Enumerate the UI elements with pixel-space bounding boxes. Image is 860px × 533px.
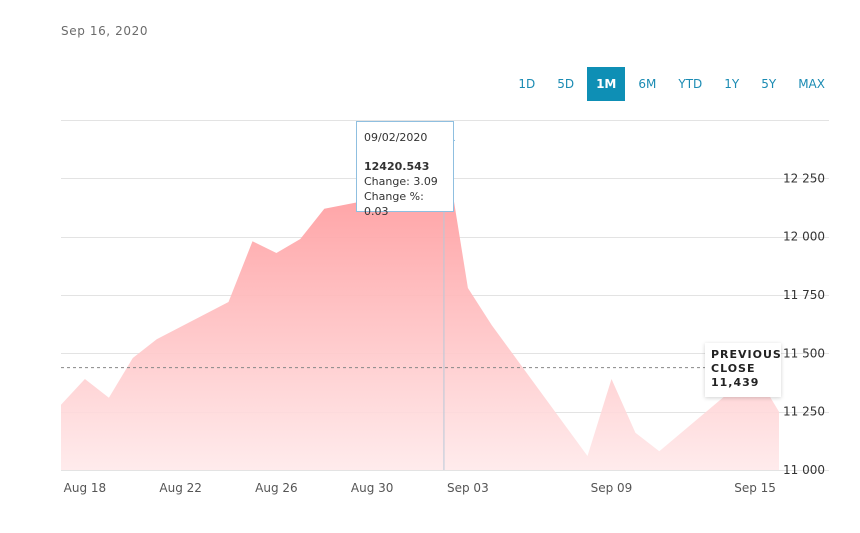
x-tick-label: Aug 26	[255, 481, 298, 495]
data-point	[155, 337, 159, 341]
previous-close-value: 11,439	[711, 376, 760, 389]
tooltip-date: 09/02/2020	[364, 131, 428, 144]
x-tick-label: Aug 22	[159, 481, 202, 495]
data-point	[657, 449, 661, 453]
y-tick-label: 12 250	[783, 171, 825, 185]
data-tooltip: 09/02/2020 12420.543 Change: 3.09 Change…	[356, 121, 454, 218]
range-selector: 1D 5D 1M 6M YTD 1Y 5Y MAX	[505, 67, 834, 101]
data-point	[322, 207, 326, 211]
data-point	[274, 251, 278, 255]
x-tick-label: Aug 30	[351, 481, 394, 495]
x-tick-label: Sep 15	[734, 481, 776, 495]
tooltip-change: Change: 3.09	[364, 175, 438, 188]
range-ytd-button[interactable]: YTD	[678, 77, 703, 91]
chart-date: Sep 16, 2020	[61, 24, 149, 38]
data-point	[227, 300, 231, 304]
range-max-button[interactable]: MAX	[798, 77, 825, 91]
tooltip-change-pct: Change %: 0.03	[364, 190, 424, 218]
data-point	[298, 237, 302, 241]
data-point	[131, 356, 135, 360]
range-5y-button[interactable]: 5Y	[761, 77, 777, 91]
previous-close-line2: CLOSE	[711, 362, 756, 375]
y-tick-label: 11 000	[783, 463, 825, 477]
data-point	[59, 403, 63, 407]
range-5d-button[interactable]: 5D	[557, 77, 575, 91]
x-tick-label: Sep 09	[591, 481, 633, 495]
y-tick-label: 11 250	[783, 405, 825, 419]
data-point	[490, 323, 494, 327]
x-tick-label: Sep 03	[447, 481, 489, 495]
price-area	[61, 138, 779, 470]
tooltip-price: 12420.543	[364, 160, 430, 173]
data-point	[610, 377, 614, 381]
range-1m-button[interactable]: 1M	[587, 67, 626, 101]
range-1y-button[interactable]: 1Y	[724, 77, 740, 91]
range-6m-button[interactable]: 6M	[638, 77, 657, 91]
x-tick-label: Aug 18	[64, 481, 107, 495]
previous-close-line1: PREVIOUS	[711, 348, 782, 361]
y-tick-label: 11 500	[783, 346, 825, 360]
data-point	[466, 286, 470, 290]
data-point	[777, 410, 781, 414]
range-1d-button[interactable]: 1D	[518, 77, 536, 91]
data-point	[83, 377, 87, 381]
previous-close-label: PREVIOUS CLOSE 11,439	[705, 343, 781, 397]
y-tick-label: 12 000	[783, 230, 825, 244]
y-tick-label: 11 750	[783, 288, 825, 302]
data-point	[586, 454, 590, 458]
data-point	[633, 431, 637, 435]
data-point	[107, 396, 111, 400]
data-point	[251, 239, 255, 243]
